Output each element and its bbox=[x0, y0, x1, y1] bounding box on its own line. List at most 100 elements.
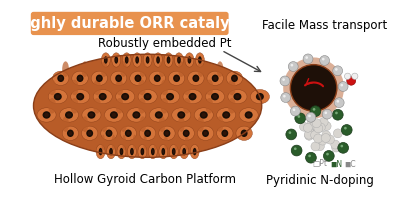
Ellipse shape bbox=[143, 135, 147, 150]
Ellipse shape bbox=[54, 93, 62, 100]
Circle shape bbox=[306, 112, 316, 122]
Ellipse shape bbox=[105, 58, 107, 62]
Ellipse shape bbox=[106, 144, 115, 159]
Ellipse shape bbox=[147, 58, 149, 62]
Ellipse shape bbox=[235, 95, 240, 99]
Circle shape bbox=[336, 100, 339, 103]
Ellipse shape bbox=[172, 148, 176, 155]
Ellipse shape bbox=[120, 116, 127, 132]
Circle shape bbox=[318, 136, 327, 145]
Ellipse shape bbox=[110, 111, 118, 119]
Ellipse shape bbox=[228, 89, 247, 104]
Circle shape bbox=[307, 130, 316, 139]
Ellipse shape bbox=[178, 116, 185, 132]
Ellipse shape bbox=[141, 148, 144, 155]
Circle shape bbox=[280, 76, 290, 86]
Ellipse shape bbox=[101, 126, 117, 140]
Ellipse shape bbox=[188, 56, 191, 64]
Ellipse shape bbox=[164, 130, 170, 137]
Circle shape bbox=[326, 153, 329, 155]
Circle shape bbox=[340, 84, 343, 87]
Ellipse shape bbox=[136, 76, 140, 80]
Ellipse shape bbox=[115, 75, 122, 82]
Ellipse shape bbox=[120, 148, 123, 155]
Ellipse shape bbox=[207, 71, 223, 85]
Ellipse shape bbox=[204, 131, 207, 135]
Circle shape bbox=[307, 119, 316, 128]
Ellipse shape bbox=[157, 113, 161, 117]
Ellipse shape bbox=[107, 131, 111, 135]
Circle shape bbox=[314, 124, 323, 133]
Ellipse shape bbox=[198, 56, 202, 64]
Ellipse shape bbox=[188, 71, 204, 85]
Ellipse shape bbox=[131, 150, 133, 154]
Ellipse shape bbox=[258, 95, 262, 99]
Ellipse shape bbox=[115, 80, 123, 95]
Ellipse shape bbox=[167, 56, 170, 64]
Ellipse shape bbox=[139, 116, 146, 132]
Ellipse shape bbox=[178, 61, 185, 77]
Ellipse shape bbox=[101, 53, 110, 67]
Circle shape bbox=[281, 93, 291, 103]
Circle shape bbox=[313, 124, 322, 133]
Circle shape bbox=[293, 108, 296, 111]
Ellipse shape bbox=[109, 148, 113, 155]
Ellipse shape bbox=[179, 113, 184, 117]
Ellipse shape bbox=[159, 144, 168, 159]
Circle shape bbox=[335, 112, 338, 114]
Ellipse shape bbox=[52, 71, 69, 85]
Circle shape bbox=[305, 56, 308, 59]
Ellipse shape bbox=[82, 108, 101, 122]
Ellipse shape bbox=[133, 53, 141, 67]
Circle shape bbox=[305, 129, 314, 137]
Circle shape bbox=[283, 57, 344, 118]
Ellipse shape bbox=[62, 61, 69, 77]
Ellipse shape bbox=[82, 126, 98, 140]
Ellipse shape bbox=[154, 135, 157, 150]
Ellipse shape bbox=[115, 98, 123, 114]
Ellipse shape bbox=[231, 75, 238, 82]
Circle shape bbox=[331, 140, 340, 149]
Ellipse shape bbox=[165, 131, 169, 135]
Ellipse shape bbox=[149, 144, 157, 159]
Ellipse shape bbox=[190, 95, 195, 99]
Ellipse shape bbox=[188, 58, 190, 62]
Ellipse shape bbox=[139, 61, 146, 77]
Ellipse shape bbox=[78, 95, 82, 99]
Ellipse shape bbox=[213, 95, 217, 99]
Ellipse shape bbox=[62, 126, 78, 140]
Ellipse shape bbox=[141, 150, 143, 154]
Ellipse shape bbox=[125, 130, 132, 137]
Ellipse shape bbox=[226, 71, 243, 85]
Ellipse shape bbox=[71, 98, 78, 114]
Ellipse shape bbox=[157, 58, 159, 62]
Ellipse shape bbox=[205, 98, 213, 114]
Ellipse shape bbox=[98, 93, 107, 100]
Ellipse shape bbox=[101, 61, 108, 77]
Circle shape bbox=[320, 56, 329, 65]
Ellipse shape bbox=[76, 93, 84, 100]
Ellipse shape bbox=[173, 75, 180, 82]
Ellipse shape bbox=[160, 89, 180, 104]
Ellipse shape bbox=[168, 95, 172, 99]
Ellipse shape bbox=[232, 76, 236, 80]
Circle shape bbox=[295, 113, 306, 124]
Ellipse shape bbox=[117, 76, 121, 80]
Ellipse shape bbox=[241, 130, 247, 137]
Ellipse shape bbox=[185, 135, 189, 150]
Ellipse shape bbox=[126, 58, 128, 62]
Ellipse shape bbox=[93, 89, 112, 104]
Ellipse shape bbox=[193, 148, 197, 155]
Circle shape bbox=[308, 115, 311, 117]
Ellipse shape bbox=[62, 116, 69, 132]
Text: ◼C: ◼C bbox=[344, 160, 356, 168]
Text: Pyridinic N-doping: Pyridinic N-doping bbox=[266, 175, 374, 187]
Ellipse shape bbox=[59, 76, 63, 80]
Circle shape bbox=[291, 145, 302, 156]
Circle shape bbox=[333, 66, 343, 76]
Ellipse shape bbox=[156, 56, 160, 64]
Circle shape bbox=[310, 106, 321, 116]
Ellipse shape bbox=[115, 58, 117, 62]
Text: Facile Mass transport: Facile Mass transport bbox=[262, 19, 387, 32]
Text: □Pt: □Pt bbox=[312, 160, 327, 168]
